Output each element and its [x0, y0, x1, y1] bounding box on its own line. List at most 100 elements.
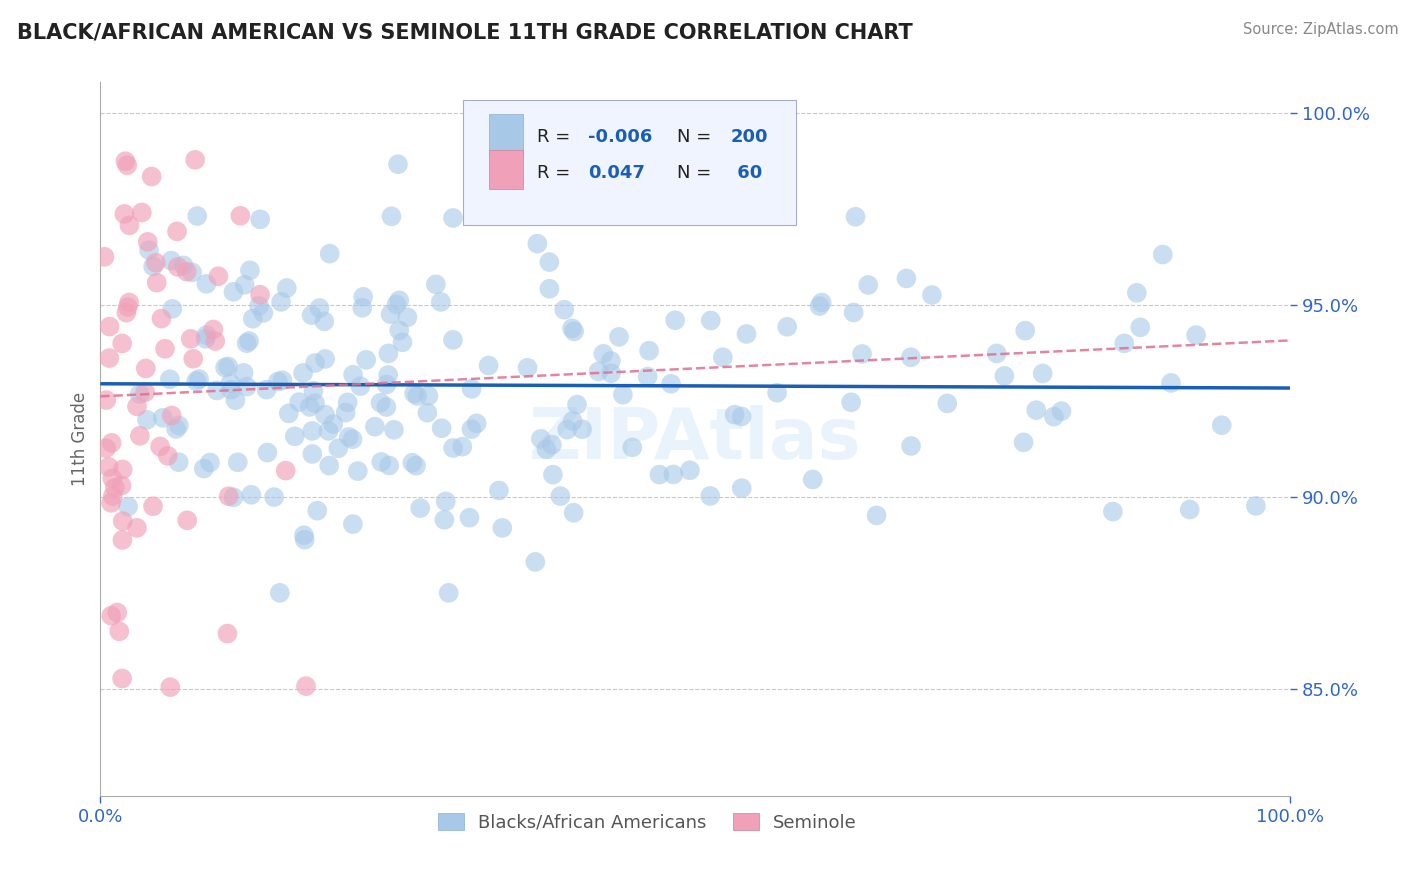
Point — [565, 398, 588, 412]
Point — [186, 209, 208, 223]
Point — [229, 209, 252, 223]
Point — [409, 501, 432, 516]
Point — [1032, 367, 1054, 381]
Point — [222, 491, 245, 505]
Point — [284, 429, 307, 443]
Point — [801, 473, 824, 487]
Point — [111, 336, 134, 351]
Point — [302, 384, 325, 398]
Point — [541, 437, 564, 451]
Point — [418, 389, 440, 403]
Point — [269, 586, 291, 600]
Point — [839, 395, 862, 409]
Point — [385, 297, 408, 311]
Point — [167, 455, 190, 469]
Point — [377, 368, 399, 382]
Point — [561, 414, 583, 428]
Point — [612, 387, 634, 401]
Point — [128, 429, 150, 443]
Text: BLACK/AFRICAN AMERICAN VS SEMINOLE 11TH GRADE CORRELATION CHART: BLACK/AFRICAN AMERICAN VS SEMINOLE 11TH … — [17, 22, 912, 42]
Bar — [489, 150, 523, 189]
Point — [314, 408, 336, 422]
Text: 200: 200 — [731, 128, 769, 146]
Point — [252, 306, 274, 320]
Point — [993, 368, 1015, 383]
Point — [115, 158, 138, 172]
Point — [600, 366, 623, 380]
Point — [235, 336, 257, 351]
Point — [380, 307, 402, 321]
Text: R =: R = — [537, 128, 576, 146]
Point — [921, 288, 943, 302]
Point — [100, 496, 122, 510]
Point — [900, 351, 922, 365]
Point — [219, 383, 242, 397]
Point — [530, 432, 553, 446]
Point — [96, 442, 118, 456]
Point — [488, 483, 510, 498]
Point — [114, 154, 136, 169]
Point — [111, 672, 134, 686]
Point — [1014, 324, 1036, 338]
Point — [108, 624, 131, 639]
Point — [526, 236, 548, 251]
Point — [224, 393, 246, 408]
Point — [808, 299, 831, 313]
Point — [118, 219, 141, 233]
Point — [1244, 499, 1267, 513]
Point — [226, 455, 249, 469]
Point — [136, 413, 159, 427]
Point — [425, 277, 447, 292]
Point — [637, 369, 659, 384]
Point — [516, 360, 538, 375]
Point — [352, 301, 374, 315]
Point — [405, 458, 427, 473]
Point — [1102, 505, 1125, 519]
Point — [236, 379, 259, 393]
Point — [896, 271, 918, 285]
Point — [541, 467, 564, 482]
Point — [388, 293, 411, 308]
Point — [659, 376, 682, 391]
Point — [562, 506, 585, 520]
Point — [1178, 502, 1201, 516]
Point — [97, 459, 120, 474]
Point — [842, 305, 865, 319]
Point — [724, 408, 747, 422]
Point — [599, 354, 621, 368]
Point — [207, 269, 229, 284]
Point — [396, 310, 419, 325]
Point — [176, 265, 198, 279]
Point — [433, 513, 456, 527]
Point — [1050, 404, 1073, 418]
Point — [458, 510, 481, 524]
Point — [188, 372, 211, 386]
Point — [766, 385, 789, 400]
Point — [202, 322, 225, 336]
Point — [101, 471, 124, 485]
Point — [1211, 418, 1233, 433]
Point — [152, 410, 174, 425]
Point — [370, 395, 392, 409]
Point — [304, 396, 326, 410]
Point — [165, 422, 187, 436]
Point — [181, 265, 204, 279]
Point — [141, 169, 163, 184]
Point — [662, 467, 685, 482]
Point — [301, 424, 323, 438]
FancyBboxPatch shape — [463, 100, 796, 225]
Point — [352, 290, 374, 304]
Point — [387, 157, 409, 171]
Point — [1185, 328, 1208, 343]
Point — [217, 626, 239, 640]
Point — [277, 406, 299, 420]
Point — [391, 335, 413, 350]
Point — [117, 300, 139, 314]
Bar — [489, 114, 523, 153]
Point — [342, 517, 364, 532]
Point — [292, 366, 315, 380]
Point — [98, 319, 121, 334]
Point — [167, 418, 190, 433]
Point — [441, 211, 464, 225]
Point — [1152, 247, 1174, 261]
